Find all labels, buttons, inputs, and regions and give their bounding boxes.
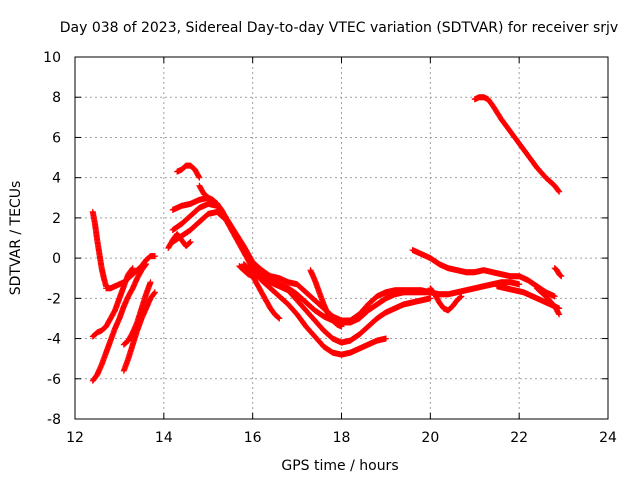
data-point — [427, 295, 434, 302]
series-track-21 — [471, 94, 563, 195]
data-point — [557, 272, 564, 279]
data-point — [151, 253, 158, 260]
data-point — [555, 187, 562, 194]
series-track-1 — [89, 208, 110, 290]
series-track-14 — [236, 263, 261, 282]
series-track-20 — [551, 265, 565, 280]
data-point — [151, 289, 158, 296]
y-tick-label-3: 4 — [52, 171, 61, 187]
grid — [75, 57, 608, 419]
y-tick-label-6: -2 — [47, 291, 61, 307]
y-tick-label-8: -6 — [47, 372, 61, 388]
data-point — [275, 314, 282, 321]
y-tick-label-2: 6 — [52, 130, 61, 146]
data-point — [147, 279, 154, 286]
data-point — [186, 239, 193, 246]
data-marks — [89, 94, 565, 384]
y-tick-label-5: 0 — [52, 251, 61, 267]
y-axis-ticks: 10 8 6 4 2 0 -2 -4 -6 -8 — [43, 50, 608, 428]
data-point — [516, 281, 523, 288]
series-track-17 — [427, 285, 465, 314]
x-tick-label-4: 20 — [421, 430, 439, 446]
data-point — [142, 262, 149, 269]
series-track-19 — [533, 285, 563, 318]
data-point — [556, 188, 563, 195]
x-axis-ticks: 12 14 16 18 20 22 24 — [66, 57, 617, 446]
data-point — [555, 310, 562, 317]
data-point — [551, 293, 558, 300]
data-point — [143, 261, 150, 268]
x-tick-label-3: 18 — [333, 430, 351, 446]
series-track-3 — [89, 261, 150, 384]
data-point — [129, 266, 136, 273]
x-tick-label-0: 12 — [66, 430, 84, 446]
x-tick-label-1: 14 — [155, 430, 173, 446]
x-axis-label: GPS time / hours — [281, 458, 398, 474]
x-tick-label-2: 16 — [244, 430, 262, 446]
data-point — [196, 174, 203, 181]
data-point — [556, 311, 563, 318]
x-tick-label-6: 24 — [599, 430, 617, 446]
data-point — [338, 323, 345, 330]
series-track-4 — [89, 265, 136, 340]
data-point — [195, 173, 202, 180]
data-point — [558, 273, 565, 280]
series-track-6 — [120, 279, 154, 348]
data-point — [457, 293, 464, 300]
y-axis-label: SDTVAR / TECUs — [8, 181, 24, 296]
data-point — [129, 265, 136, 272]
series-track-5 — [120, 289, 158, 374]
data-point — [187, 239, 194, 246]
series-track-12 — [165, 230, 194, 252]
y-tick-label-9: -8 — [47, 412, 61, 428]
y-tick-label-0: 10 — [43, 50, 61, 66]
series-track-7 — [174, 162, 203, 181]
series-track-15 — [307, 267, 345, 330]
series-track-11 — [169, 208, 389, 358]
y-tick-label-4: 2 — [52, 211, 61, 227]
chart-title: Day 038 of 2023, Sidereal Day-to-day VTE… — [60, 20, 618, 36]
data-point — [254, 275, 261, 282]
series-track-16 — [409, 247, 558, 300]
series-track-13 — [240, 261, 283, 322]
data-point — [382, 335, 389, 342]
data-point — [276, 315, 283, 322]
data-point — [458, 293, 465, 300]
x-tick-label-5: 22 — [510, 430, 528, 446]
y-tick-label-7: -4 — [47, 332, 61, 348]
data-point — [151, 290, 158, 297]
y-tick-label-1: 8 — [52, 90, 61, 106]
